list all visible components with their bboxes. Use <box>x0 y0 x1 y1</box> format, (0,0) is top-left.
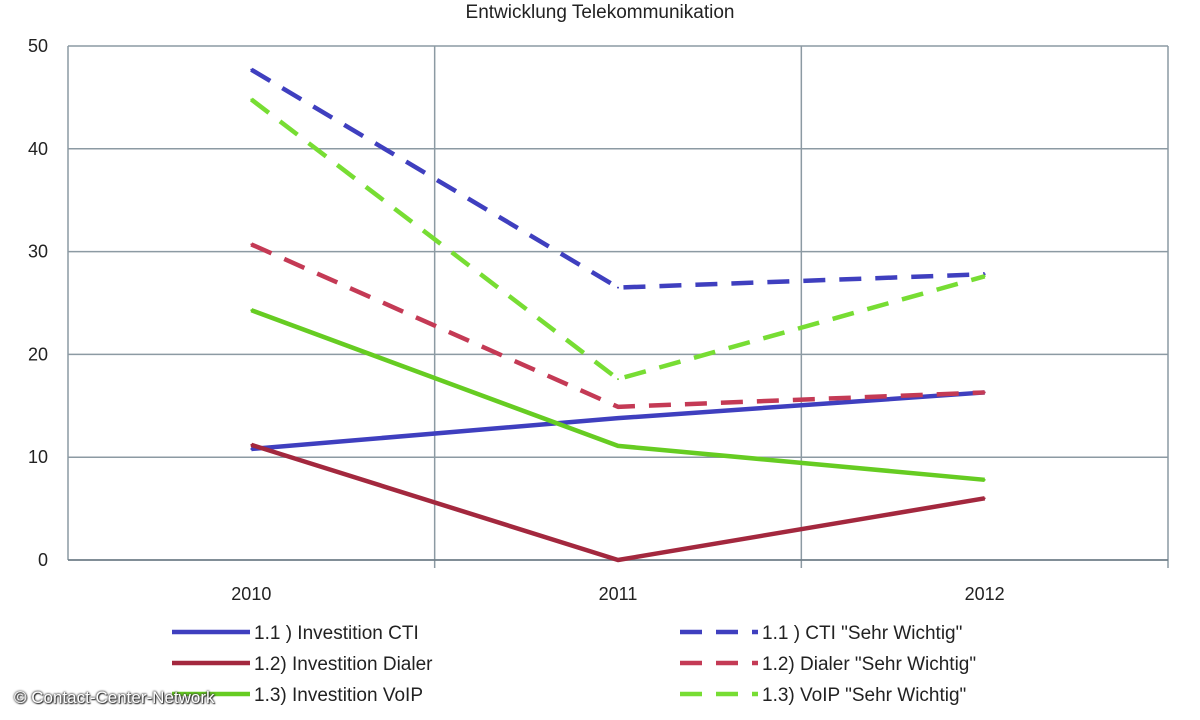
data-point <box>617 417 619 420</box>
data-point <box>250 98 253 101</box>
y-tick-label: 40 <box>28 139 48 159</box>
y-tick-label: 50 <box>28 36 48 56</box>
y-tick-label: 30 <box>28 242 48 262</box>
data-point <box>617 559 619 561</box>
grid <box>67 45 1169 568</box>
x-tick-label: 2011 <box>599 584 638 604</box>
copyright-watermark: © Contact-Center-Network <box>14 688 215 707</box>
data-point <box>617 405 619 408</box>
data-point <box>617 378 619 381</box>
axes: 0 10 20 30 40 50 2010 2011 2012 <box>28 36 1168 604</box>
legend-label: 1.3) VoIP "Sehr Wichtig" <box>762 685 966 706</box>
y-tick-label: 0 <box>38 550 48 570</box>
series-line-3 <box>250 442 986 563</box>
data-point <box>983 478 986 481</box>
y-tick-label: 10 <box>28 447 48 467</box>
data-point <box>250 243 253 246</box>
series-line-1 <box>251 390 985 452</box>
legend-label: 1.2) Dialer "Sehr Wichtig" <box>762 654 976 675</box>
series-lines <box>249 67 986 563</box>
data-point <box>983 497 986 500</box>
data-point <box>983 391 986 394</box>
legend-label: 1.3) Investition VoIP <box>254 685 423 706</box>
legend-label: 1.1 ) Investition CTI <box>254 623 419 644</box>
legend: 1.1 ) Investition CTI 1.2) Investition Di… <box>172 623 976 706</box>
data-point <box>250 68 253 71</box>
data-point <box>617 444 619 447</box>
x-tick-label: 2010 <box>231 584 271 604</box>
x-tick-label: 2012 <box>965 584 1005 604</box>
data-point <box>250 443 253 446</box>
y-tick-label: 20 <box>28 344 48 364</box>
series-line-6 <box>249 97 986 382</box>
data-point <box>250 447 253 450</box>
legend-label: 1.1 ) CTI "Sehr Wichtig" <box>762 623 962 644</box>
data-point <box>250 309 253 312</box>
series-line-4 <box>250 242 985 410</box>
series-line-2 <box>250 67 985 290</box>
data-point <box>617 286 619 289</box>
chart-title: Entwicklung Telekommunikation <box>465 2 735 23</box>
data-point <box>983 275 986 278</box>
legend-label: 1.2) Investition Dialer <box>254 654 433 675</box>
